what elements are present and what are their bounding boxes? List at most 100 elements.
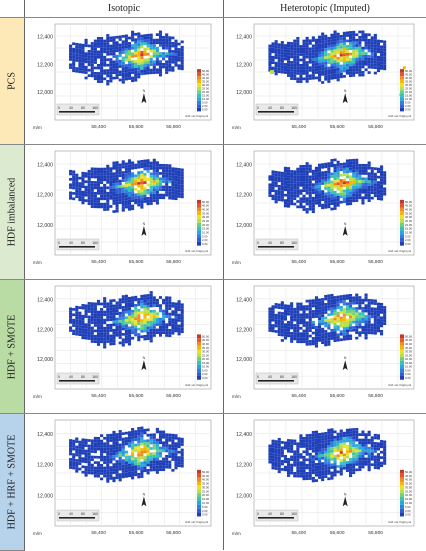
map-cell xyxy=(165,172,169,175)
map-cell xyxy=(293,55,297,59)
map-cell xyxy=(158,309,163,313)
map-cell xyxy=(268,49,272,53)
colorbar-label: 25.00 xyxy=(405,353,412,357)
map-cell xyxy=(162,315,166,318)
map-cell xyxy=(106,42,110,45)
map-cell xyxy=(177,313,181,317)
map-cell xyxy=(330,41,334,45)
map-cell xyxy=(177,316,181,320)
map-cell xyxy=(302,307,306,311)
map-cell xyxy=(321,195,325,199)
map-cell xyxy=(103,329,107,333)
map-cell xyxy=(361,71,365,74)
map-cell xyxy=(84,455,88,458)
map-cell xyxy=(127,458,132,461)
map-cell xyxy=(149,457,153,461)
map-cell xyxy=(152,188,156,192)
colorbar-swatch xyxy=(400,341,404,346)
map-cell xyxy=(358,68,362,72)
map-cell xyxy=(333,336,337,340)
map-cell xyxy=(349,178,353,181)
map-cell xyxy=(302,329,306,333)
map-cell xyxy=(81,57,85,61)
map-cell xyxy=(302,321,306,325)
map-cell xyxy=(69,326,73,330)
map-cell xyxy=(72,58,76,62)
map-cell xyxy=(361,298,365,302)
map-cell xyxy=(290,326,294,330)
map-cell xyxy=(318,169,322,172)
colorbar-swatch xyxy=(400,69,404,73)
map-cell xyxy=(149,60,153,64)
map-cell xyxy=(355,298,359,302)
map-cell xyxy=(345,444,349,448)
map-cell xyxy=(311,207,315,211)
map-cell xyxy=(330,331,334,335)
map-cell xyxy=(290,189,294,192)
colorbar-label: 2.00 xyxy=(202,509,208,513)
map-cell xyxy=(361,185,365,189)
map-cell xyxy=(118,462,122,466)
map-cell xyxy=(271,447,275,451)
map-cell xyxy=(305,326,309,330)
map-cell xyxy=(72,66,76,70)
map-cell xyxy=(361,190,365,194)
map-cell xyxy=(146,428,150,432)
map-cell xyxy=(268,58,272,61)
map-cell xyxy=(302,200,306,203)
map-cell xyxy=(137,311,141,315)
map-cell xyxy=(367,430,371,434)
map-cell xyxy=(311,199,315,203)
map-cell xyxy=(296,80,300,83)
map-cell xyxy=(293,197,297,201)
map-cell xyxy=(287,44,291,48)
map-cell xyxy=(146,71,150,75)
colorbar-label: 50.00 xyxy=(202,470,209,474)
map-cell xyxy=(274,321,278,325)
map-cell xyxy=(118,459,122,463)
map-cell xyxy=(143,162,147,166)
map-cell xyxy=(280,43,284,47)
map-cell xyxy=(171,444,175,448)
map-cell xyxy=(149,194,153,197)
map-cell xyxy=(342,327,346,330)
map-cell xyxy=(287,196,291,200)
map-cell xyxy=(174,307,178,311)
map-cell xyxy=(367,317,371,321)
map-cell xyxy=(69,449,73,453)
map-cell xyxy=(174,329,178,333)
map-cell xyxy=(324,294,328,298)
map-cell xyxy=(327,202,331,206)
map-cell xyxy=(121,467,125,471)
map-cell xyxy=(152,326,156,329)
map-cell xyxy=(152,436,156,439)
map-cell xyxy=(296,47,300,51)
map-cell xyxy=(364,54,368,58)
map-cell xyxy=(143,173,147,176)
map-cell xyxy=(146,161,150,165)
map-cell xyxy=(321,40,325,44)
map-cell xyxy=(370,331,374,335)
map-cell xyxy=(302,337,306,341)
map-cell xyxy=(342,189,346,193)
map-cell xyxy=(299,445,303,448)
map-cell xyxy=(149,36,153,40)
map-cell xyxy=(103,194,107,198)
map-cell xyxy=(72,324,76,327)
map-cell xyxy=(274,453,278,457)
map-cell xyxy=(124,335,128,338)
map-cell xyxy=(109,342,113,346)
x-tick-label: 55,400 xyxy=(91,393,106,399)
y-tick-label: 12,200 xyxy=(236,62,252,68)
map-cell xyxy=(271,307,275,311)
map-cell xyxy=(299,308,303,311)
map-cell xyxy=(75,459,79,462)
map-cell xyxy=(342,332,346,336)
colorbar-label: 20.00 xyxy=(202,223,209,227)
map-cell xyxy=(134,303,138,307)
map-cell xyxy=(149,41,153,45)
map-cell xyxy=(299,80,303,83)
map-cell xyxy=(137,314,141,317)
map-cell xyxy=(155,71,159,74)
map-cell xyxy=(106,442,110,445)
